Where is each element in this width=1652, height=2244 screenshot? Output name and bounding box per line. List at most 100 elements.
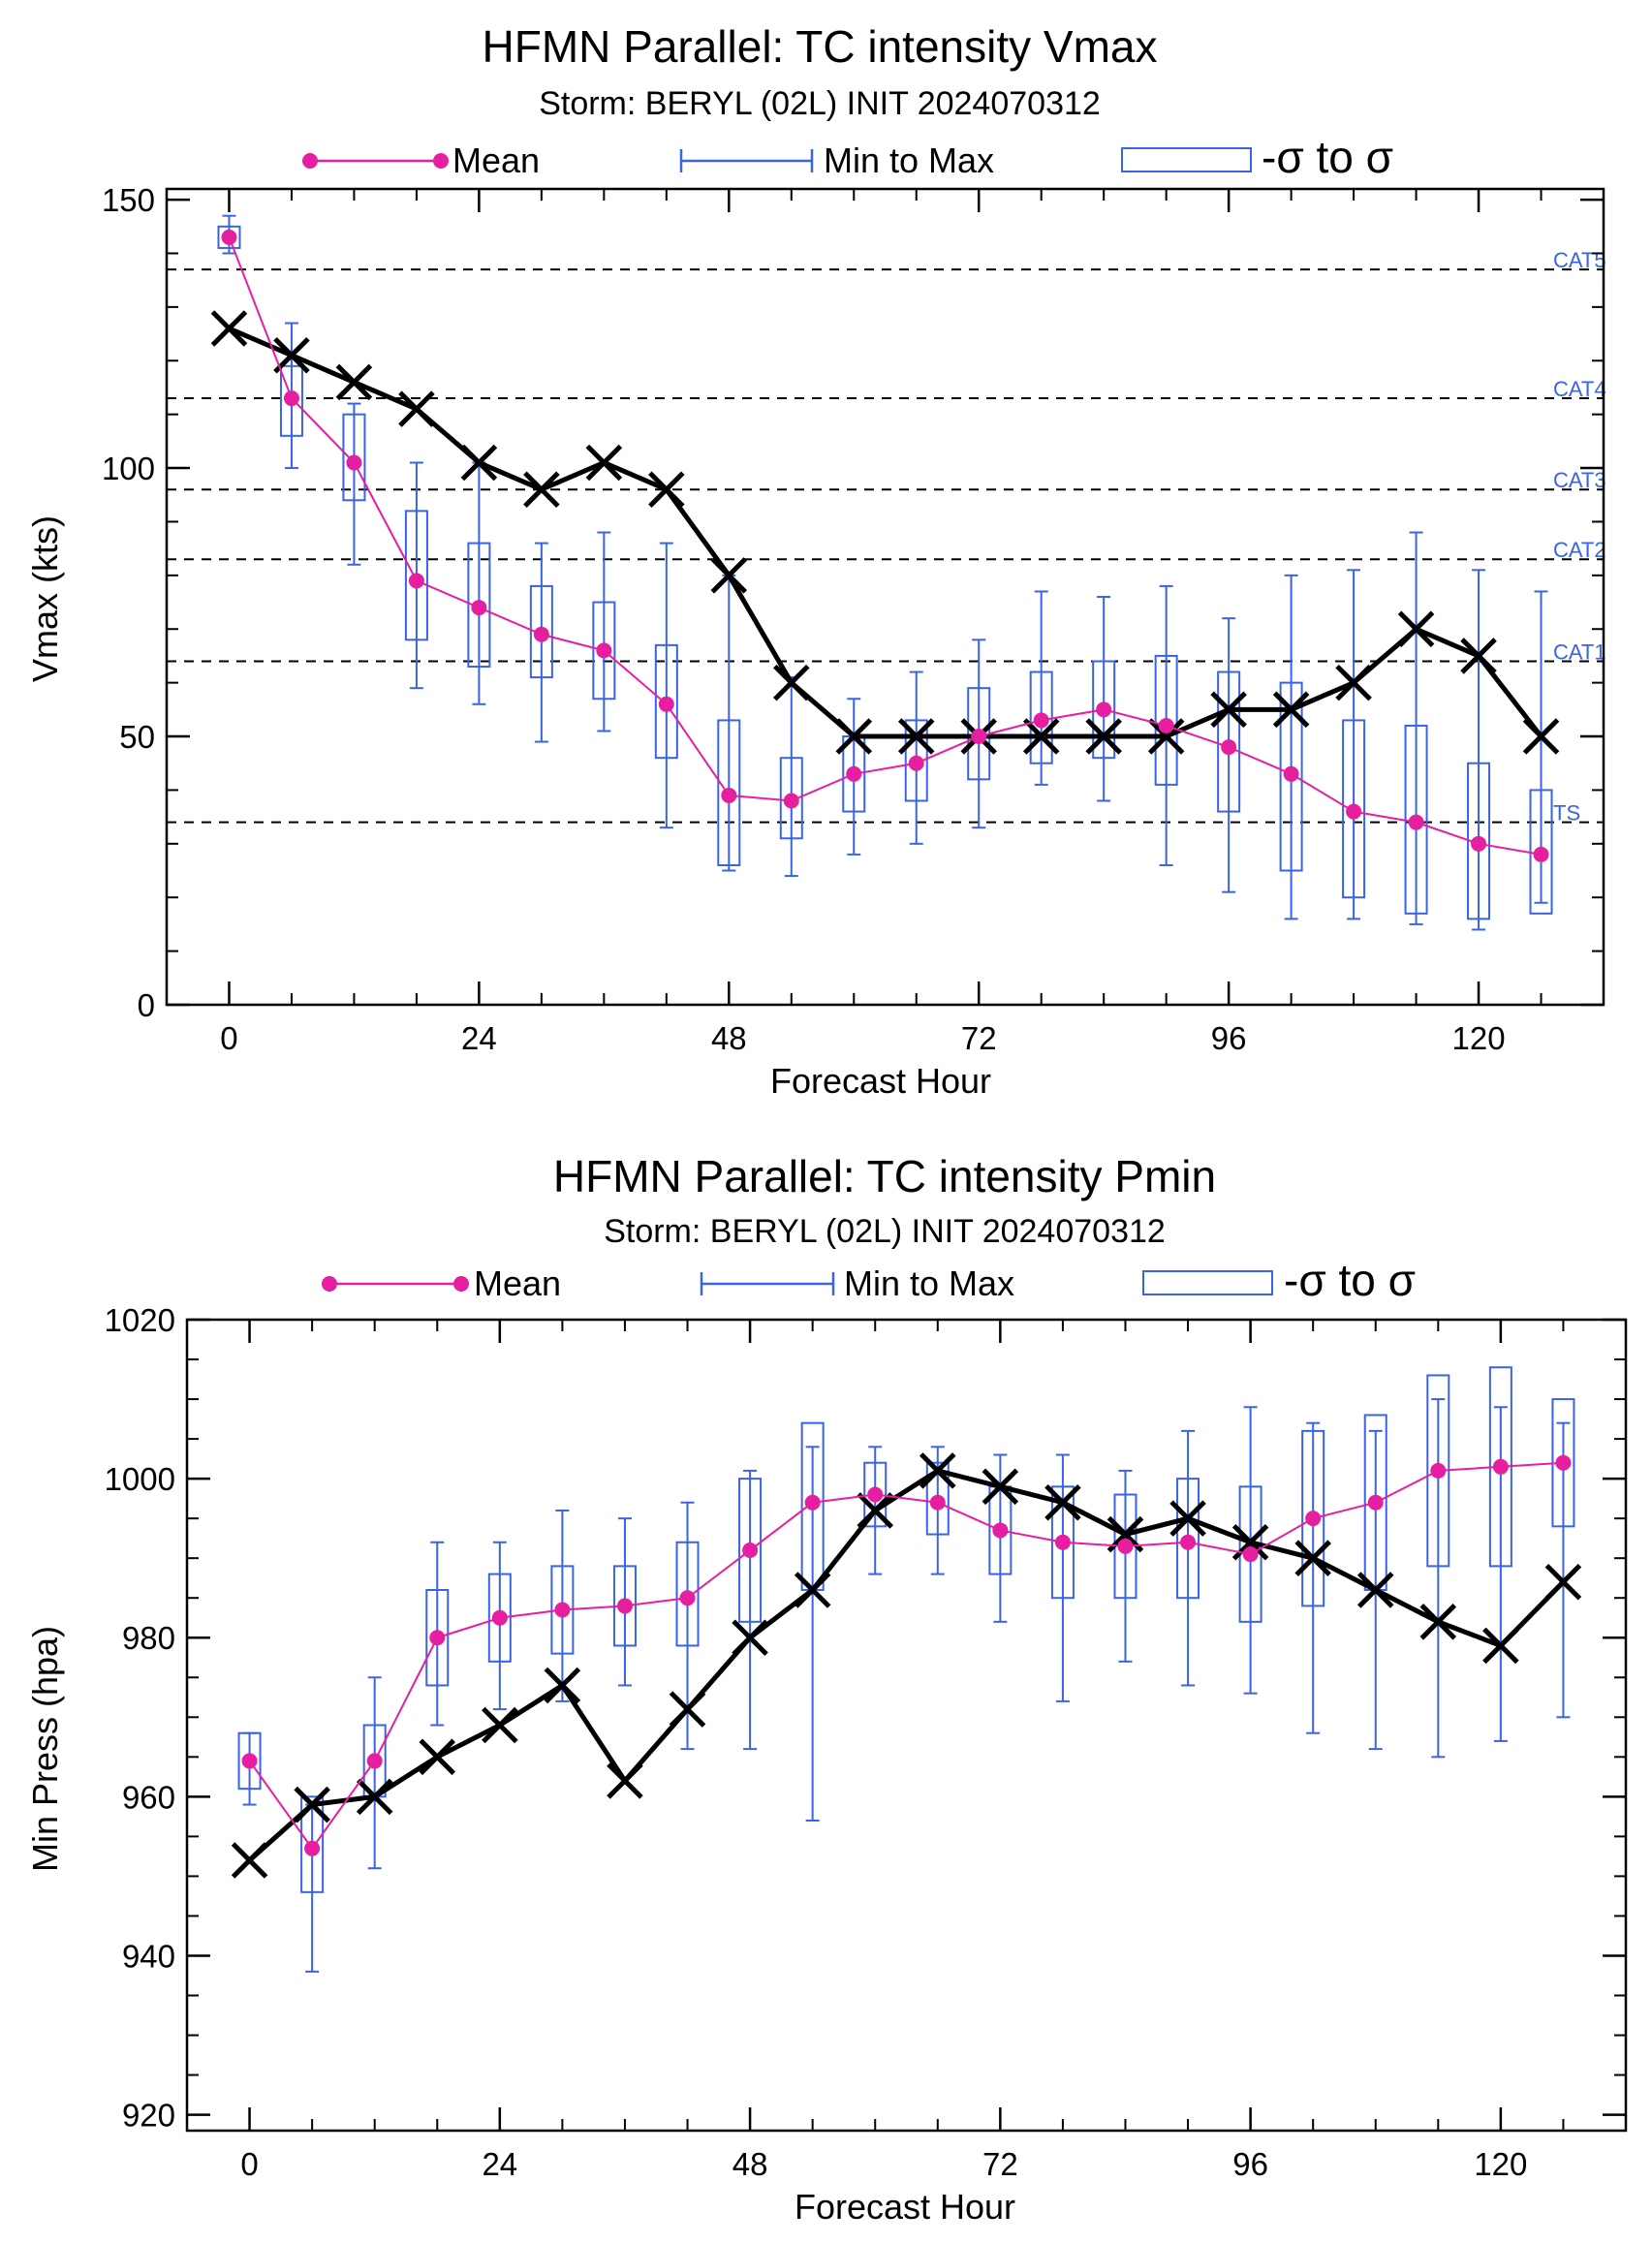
best-track-marker — [1231, 1523, 1269, 1561]
mean-point — [491, 1609, 508, 1626]
y-tick-label: 1000 — [105, 1461, 175, 1497]
best-track-marker — [794, 1572, 831, 1608]
mean-point — [1242, 1546, 1259, 1563]
sigma-box — [654, 643, 678, 760]
mean-point — [1346, 803, 1362, 820]
mean-point — [721, 787, 737, 803]
mean-point — [533, 626, 549, 642]
best-track-marker — [1169, 1500, 1206, 1537]
best-track-marker — [482, 1706, 518, 1744]
best-track-marker — [273, 336, 310, 374]
mean-point — [241, 1753, 258, 1769]
x-tick-label: 72 — [982, 2146, 1018, 2182]
legend-sigma-symbol — [1121, 147, 1252, 172]
mean-point — [283, 390, 299, 407]
mean-point — [616, 1598, 633, 1614]
mean-point — [1408, 814, 1424, 830]
sigma-box — [1279, 681, 1303, 872]
best-track-marker — [1335, 664, 1372, 701]
reference-label: CAT4 — [1553, 377, 1606, 401]
best-track-marker — [523, 471, 560, 508]
legend-minmax-symbol — [679, 149, 814, 172]
mean-point — [971, 729, 987, 745]
sigma-box — [717, 719, 741, 866]
best-track-marker — [982, 1468, 1019, 1506]
mean-point — [679, 1590, 696, 1606]
best-track-marker — [1147, 718, 1185, 755]
best-track-marker — [1272, 691, 1310, 729]
best-track-marker — [585, 444, 623, 482]
x-tick-label: 96 — [1232, 2146, 1268, 2182]
mean-point — [1430, 1462, 1447, 1479]
mean-point — [221, 229, 237, 245]
sigma-box — [1301, 1429, 1325, 1607]
best-track-marker — [857, 1492, 893, 1529]
legend: Mean Min to Max -σ to σ — [302, 132, 1393, 182]
mean-point — [1096, 701, 1112, 718]
sigma-box — [1092, 660, 1116, 760]
sigma-box — [904, 719, 928, 802]
reference-label: CAT5 — [1553, 248, 1606, 272]
mean-point — [867, 1486, 884, 1503]
sigma-box — [487, 1573, 512, 1663]
best-track-marker — [607, 1762, 643, 1799]
x-tick-label: 48 — [732, 2146, 768, 2182]
x-tick-label: 120 — [1474, 2146, 1527, 2182]
legend: Mean Min to Max -σ to σ — [322, 1255, 1416, 1305]
mean-point — [658, 696, 674, 712]
y-tick-label: 980 — [122, 1620, 175, 1656]
x-tick-label: 48 — [711, 1020, 747, 1056]
x-tick-label: 0 — [220, 1020, 237, 1056]
sigma-box — [467, 542, 491, 669]
mean-point — [1283, 765, 1299, 782]
best-track-marker — [1356, 1572, 1394, 1608]
legend-sigma-label: -σ to σ — [1262, 132, 1393, 182]
best-track-marker — [544, 1667, 581, 1704]
x-axis-label: Forecast Hour — [795, 2187, 1015, 2227]
mean-line — [228, 236, 1542, 856]
sigma-box — [529, 584, 553, 679]
best-track-marker — [732, 1619, 768, 1657]
best-track-marker — [1397, 610, 1435, 648]
x-tick-label: 120 — [1452, 1020, 1506, 1056]
mean-point — [1033, 712, 1049, 729]
best-track-marker — [419, 1738, 456, 1776]
mean-line — [248, 1461, 1564, 1851]
sigma-box — [592, 601, 616, 701]
mean-point — [1305, 1511, 1322, 1527]
best-track-marker — [1460, 638, 1497, 674]
sigma-box — [1154, 654, 1178, 786]
y-tick-label: 0 — [138, 987, 155, 1023]
sigma-box — [342, 413, 366, 502]
plot-frame — [185, 1318, 1628, 2133]
best-track-marker — [356, 1778, 393, 1816]
sigma-box — [779, 757, 803, 840]
sigma-box — [925, 1461, 950, 1536]
mean-point — [908, 755, 924, 771]
mean-point — [1054, 1534, 1071, 1550]
best-track-marker — [920, 1452, 956, 1489]
chart-pmin: HFMN Parallel: TC intensity Pmin Storm: … — [25, 1151, 1628, 2227]
legend-sigma-label: -σ to σ — [1284, 1255, 1416, 1305]
chart-subtitle: Storm: BERYL (02L) INIT 2024070312 — [604, 1213, 1166, 1250]
chart-vmax: HFMN Parallel: TC intensity Vmax Storm: … — [25, 21, 1606, 1101]
mean-point — [554, 1602, 571, 1618]
legend-minmax-label: Min to Max — [844, 1263, 1014, 1303]
mean-point — [992, 1522, 1009, 1539]
best-track-marker — [835, 718, 873, 755]
x-tick-label: 24 — [461, 1020, 497, 1056]
reference-label: CAT3 — [1553, 468, 1606, 492]
reference-label: CAT2 — [1553, 538, 1606, 562]
sigma-box — [425, 1589, 450, 1687]
mean-point — [1367, 1494, 1384, 1511]
sigma-box — [300, 1795, 325, 1893]
legend-minmax-label: Min to Max — [824, 140, 994, 180]
best-track-line — [247, 1468, 1566, 1862]
chart-title: HFMN Parallel: TC intensity Pmin — [553, 1151, 1216, 1201]
mean-point — [471, 600, 487, 616]
x-tick-label: 96 — [1211, 1020, 1247, 1056]
legend-mean-label: Mean — [452, 140, 540, 180]
reference-label: CAT1 — [1553, 639, 1606, 664]
x-tick-label: 0 — [240, 2146, 258, 2182]
